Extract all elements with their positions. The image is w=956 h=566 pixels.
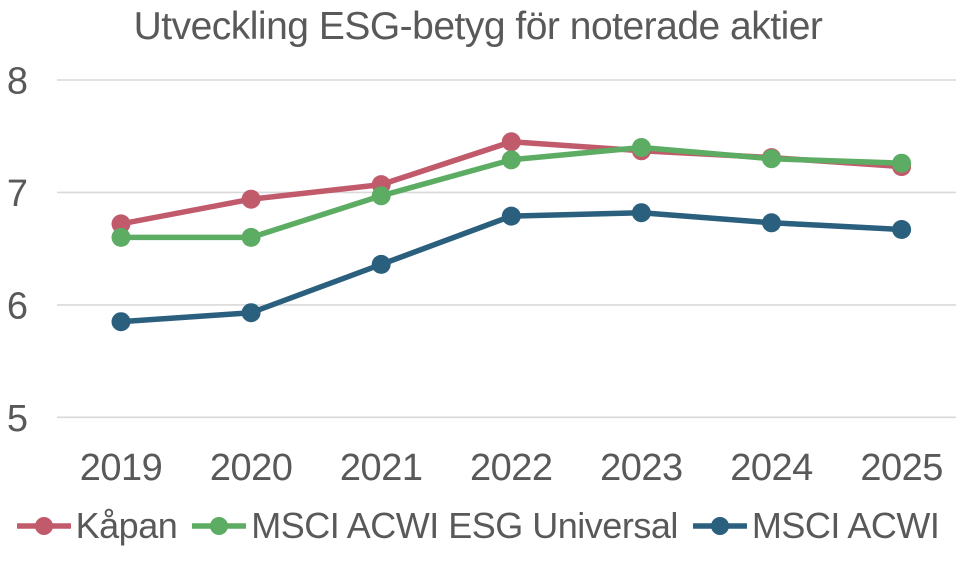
legend-label-msci-acwi-esg-universal: MSCI ACWI ESG Universal: [251, 505, 678, 546]
x-axis-tick-2020: 2020: [210, 447, 293, 489]
x-axis-tick-2021: 2021: [340, 447, 423, 489]
legend-item-kapan: Kåpan: [16, 505, 178, 547]
legend-marker-msci-acwi-esg-universal-icon: [192, 517, 247, 535]
data-point-2-2022: [501, 206, 521, 226]
y-axis-tick-8: 8: [7, 61, 28, 103]
data-point-1-2019: [111, 227, 131, 247]
y-axis-tick-5: 5: [7, 398, 28, 440]
legend-label-msci-acwi: MSCI ACWI: [751, 505, 940, 546]
legend-label-kapan: Kåpan: [75, 505, 178, 546]
data-point-1-2021: [371, 186, 391, 206]
data-point-1-2024: [762, 149, 781, 169]
data-point-1-2022: [501, 150, 521, 170]
x-axis-tick-2025: 2025: [860, 447, 943, 489]
x-axis-tick-2019: 2019: [80, 447, 163, 489]
data-point-2-2024: [762, 213, 781, 233]
data-point-2-2020: [241, 303, 261, 323]
x-axis-tick-2023: 2023: [600, 447, 683, 489]
data-point-2-2025: [892, 220, 912, 239]
data-point-2-2021: [371, 254, 391, 274]
y-axis-tick-6: 6: [7, 285, 28, 327]
data-point-0-2022: [501, 132, 521, 152]
legend-item-msci-acwi-esg-universal: MSCI ACWI ESG Universal: [192, 505, 678, 547]
data-point-2-2023: [631, 203, 651, 223]
x-axis-tick-2024: 2024: [730, 447, 813, 489]
x-axis-tick-2022: 2022: [470, 447, 553, 489]
data-point-1-2023: [631, 138, 651, 157]
data-point-0-2019: [111, 214, 131, 234]
legend-item-msci-acwi: MSCI ACWI: [692, 505, 940, 547]
data-point-0-2020: [241, 189, 261, 209]
legend-marker-msci-acwi-icon: [692, 517, 747, 535]
data-point-1-2025: [892, 153, 912, 173]
chart-title: Utveckling ESG-betyg för noterade aktier: [133, 5, 823, 48]
data-point-2-2019: [111, 312, 131, 332]
legend-marker-kapan-icon: [16, 517, 71, 535]
y-axis-tick-7: 7: [7, 173, 28, 215]
legend: Kåpan MSCI ACWI ESG Universal MSCI ACWI: [0, 505, 956, 547]
data-point-1-2020: [241, 227, 261, 247]
